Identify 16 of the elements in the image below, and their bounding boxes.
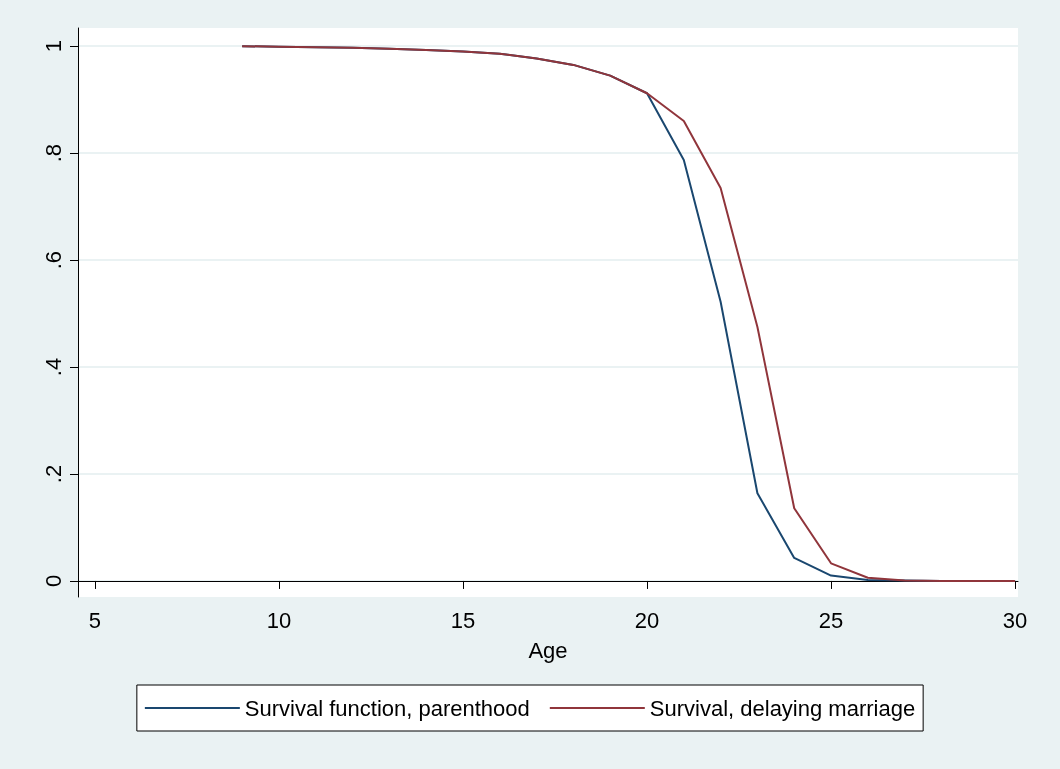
legend-label: Survival function, parenthood bbox=[244, 695, 530, 721]
y-tick-label: 0 bbox=[40, 574, 66, 588]
x-tick-label: 30 bbox=[1002, 607, 1028, 633]
x-tick-label: 10 bbox=[266, 607, 292, 633]
legend-label: Survival, delaying marriage bbox=[649, 695, 916, 721]
x-tick-label: 15 bbox=[450, 607, 476, 633]
y-tick-label: 1 bbox=[40, 40, 66, 53]
x-axis-title: Age bbox=[528, 637, 568, 663]
y-tick-label: .4 bbox=[40, 357, 66, 377]
x-tick-label: 20 bbox=[634, 607, 660, 633]
line-series bbox=[241, 45, 1017, 582]
x-tick-label: 5 bbox=[88, 607, 102, 633]
y-tick-label: .6 bbox=[40, 250, 66, 270]
y-tick-label: .2 bbox=[40, 464, 66, 484]
x-tick-label: 25 bbox=[818, 607, 844, 633]
y-tick-label: .8 bbox=[40, 143, 66, 163]
